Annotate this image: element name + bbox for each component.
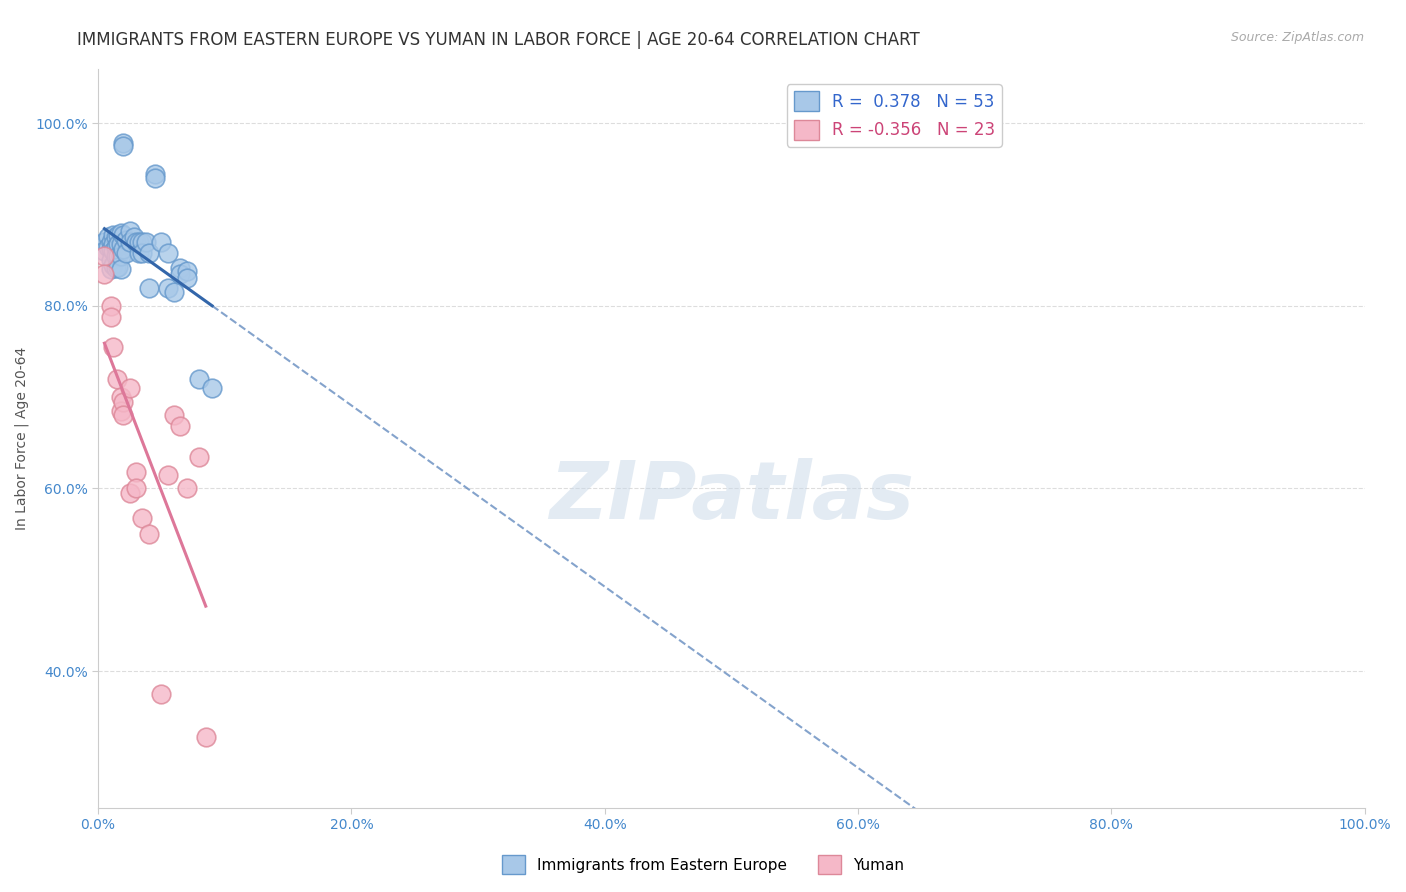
- Point: [104, 260, 127, 275]
- Point: [188, 450, 211, 464]
- Point: [100, 235, 122, 249]
- Point: [176, 264, 198, 278]
- Point: [150, 687, 173, 701]
- Point: [93, 235, 115, 249]
- Point: [110, 404, 132, 418]
- Point: [143, 171, 166, 186]
- Point: [128, 235, 150, 249]
- Point: [104, 230, 127, 244]
- Point: [169, 267, 191, 281]
- Point: [112, 394, 135, 409]
- Point: [131, 246, 153, 260]
- Point: [97, 239, 120, 253]
- Point: [156, 280, 179, 294]
- Point: [125, 465, 148, 479]
- Point: [112, 139, 135, 153]
- Point: [93, 267, 115, 281]
- Point: [107, 236, 129, 251]
- Text: IMMIGRANTS FROM EASTERN EUROPE VS YUMAN IN LABOR FORCE | AGE 20-64 CORRELATION C: IMMIGRANTS FROM EASTERN EUROPE VS YUMAN …: [77, 31, 920, 49]
- Point: [112, 136, 135, 151]
- Point: [176, 482, 198, 496]
- Point: [103, 340, 125, 354]
- Point: [138, 280, 160, 294]
- Point: [100, 262, 122, 277]
- Point: [150, 235, 173, 249]
- Point: [103, 258, 125, 272]
- Point: [169, 260, 191, 275]
- Point: [110, 390, 132, 404]
- Point: [163, 285, 186, 300]
- Point: [169, 419, 191, 434]
- Point: [143, 167, 166, 181]
- Point: [93, 244, 115, 259]
- Point: [112, 227, 135, 242]
- Point: [100, 253, 122, 268]
- Point: [194, 730, 217, 744]
- Text: Source: ZipAtlas.com: Source: ZipAtlas.com: [1230, 31, 1364, 45]
- Point: [107, 260, 129, 274]
- Point: [115, 246, 138, 260]
- Point: [131, 510, 153, 524]
- Y-axis label: In Labor Force | Age 20-64: In Labor Force | Age 20-64: [15, 347, 30, 530]
- Point: [97, 230, 120, 244]
- Point: [103, 227, 125, 242]
- Legend: Immigrants from Eastern Europe, Yuman: Immigrants from Eastern Europe, Yuman: [496, 849, 910, 880]
- Legend: R =  0.378   N = 53, R = -0.356   N = 23: R = 0.378 N = 53, R = -0.356 N = 23: [787, 84, 1001, 146]
- Point: [115, 233, 138, 247]
- Point: [125, 235, 148, 249]
- Point: [201, 381, 224, 395]
- Point: [163, 409, 186, 423]
- Text: ZIPatlas: ZIPatlas: [548, 458, 914, 536]
- Point: [131, 235, 153, 249]
- Point: [93, 249, 115, 263]
- Point: [107, 227, 129, 242]
- Point: [135, 235, 157, 249]
- Point: [104, 239, 127, 253]
- Point: [156, 246, 179, 260]
- Point: [103, 236, 125, 251]
- Point: [110, 226, 132, 240]
- Point: [176, 271, 198, 285]
- Point: [156, 467, 179, 482]
- Point: [103, 244, 125, 259]
- Point: [112, 409, 135, 423]
- Point: [128, 246, 150, 260]
- Point: [100, 310, 122, 324]
- Point: [110, 249, 132, 263]
- Point: [118, 486, 141, 500]
- Point: [122, 230, 145, 244]
- Point: [107, 249, 129, 263]
- Point: [118, 224, 141, 238]
- Point: [118, 381, 141, 395]
- Point: [112, 242, 135, 256]
- Point: [110, 262, 132, 277]
- Point: [100, 242, 122, 256]
- Point: [110, 236, 132, 251]
- Point: [188, 372, 211, 386]
- Point: [118, 235, 141, 249]
- Point: [138, 527, 160, 541]
- Point: [105, 372, 128, 386]
- Point: [125, 482, 148, 496]
- Point: [104, 249, 127, 263]
- Point: [138, 246, 160, 260]
- Point: [100, 299, 122, 313]
